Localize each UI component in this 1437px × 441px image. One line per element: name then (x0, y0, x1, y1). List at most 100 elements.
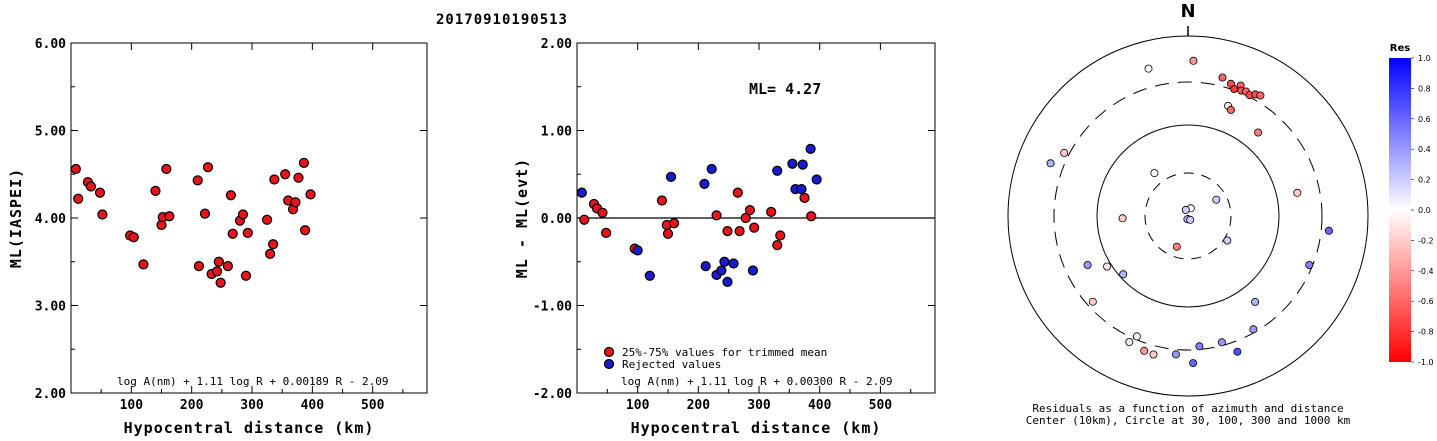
data-point (242, 227, 253, 238)
figure-title: 20170910190513 (436, 12, 568, 28)
data-point (225, 190, 236, 201)
station-residual-point (1186, 215, 1195, 224)
station-residual-point (1324, 226, 1333, 235)
data-point (164, 211, 175, 222)
attenuation-formula: log A(nm) + 1.11 log R + 0.00189 R - 2.0… (117, 375, 389, 388)
colorbar-tick-label: 0.0 (1418, 206, 1431, 215)
y-axis-label: ML - ML(evt) (513, 158, 531, 278)
colorbar-tick-label: -0.4 (1418, 267, 1434, 276)
data-point (97, 209, 108, 220)
data-point (787, 158, 798, 169)
station-residual-point (1132, 332, 1141, 341)
north-label: N (1180, 1, 1195, 22)
colorbar-tick-label: -1.0 (1418, 358, 1434, 367)
data-point (213, 256, 224, 267)
station-residual-point (1249, 325, 1258, 334)
data-point (796, 184, 807, 195)
data-point (811, 174, 822, 185)
x-axis-label: Hypocentral distance (km) (631, 419, 882, 437)
data-point (597, 207, 608, 218)
legend-marker (603, 346, 615, 358)
station-residual-point (1212, 195, 1221, 204)
x-tick-label: 400 (808, 398, 832, 413)
data-point (199, 208, 211, 219)
y-tick-label: 4.00 (35, 212, 66, 227)
data-point (775, 230, 786, 241)
data-point (632, 245, 643, 256)
circle-30km (1144, 172, 1232, 260)
data-point (700, 261, 711, 272)
data-point (662, 228, 674, 239)
data-point (73, 193, 84, 204)
x-tick-label: 500 (361, 398, 385, 413)
data-point (722, 276, 733, 287)
x-axis-label: Hypocentral distance (km) (124, 419, 375, 437)
data-point (85, 181, 97, 192)
x-tick-label: 100 (120, 398, 144, 413)
circle-300km (1053, 81, 1323, 351)
data-point (711, 210, 722, 221)
data-point (94, 187, 106, 198)
data-point (240, 270, 252, 281)
y-tick-label: 0.00 (541, 212, 572, 227)
legend-marker (603, 358, 615, 370)
y-tick-label: 2.00 (541, 37, 572, 52)
x-tick-label: 200 (687, 398, 711, 413)
residual-vs-distance-chart: 100 200 300 400 500 -2.00 -1.00 0.00 1.00 2.00 Hyp… (513, 37, 936, 437)
data-point (805, 143, 816, 154)
data-point (268, 239, 279, 250)
y-tick-label: 3.00 (35, 300, 66, 315)
station-residual-point (1140, 346, 1149, 355)
residual-colorbar: Res 1.0 0.8 0.6 0.4 0.2 0.0 -0.2 -0.4 -0.6 -0.8 -1.… (1389, 43, 1434, 367)
data-point (237, 209, 249, 220)
data-point (716, 265, 727, 276)
data-point (722, 226, 733, 237)
polar-caption-line2: Center (10km), Circle at 30, 100, 300 an… (1026, 414, 1351, 427)
data-point (772, 165, 783, 176)
data-point (806, 211, 817, 222)
data-point (305, 189, 316, 200)
station-residual-point (1088, 297, 1097, 306)
data-point (290, 197, 301, 208)
colorbar-tick-label: -0.6 (1418, 297, 1434, 306)
station-residual-point (1149, 350, 1158, 359)
data-point (70, 163, 81, 175)
data-point (222, 261, 233, 272)
station-residual-point (1181, 205, 1190, 214)
azimuth-distance-polar-plot: N Residuals as a function of azimuth and … (1007, 1, 1369, 427)
data-point (280, 169, 291, 180)
station-residual-point (1189, 56, 1198, 65)
data-point (269, 174, 280, 185)
colorbar-tick-label: 0.8 (1418, 84, 1431, 93)
event-magnitude-label: ML= 4.27 (749, 80, 821, 98)
data-point (740, 212, 751, 224)
data-point (766, 206, 777, 217)
station-residual-point (1150, 169, 1159, 178)
colorbar-tick-label: 0.4 (1418, 145, 1431, 154)
ml-vs-distance-chart: 100 200 300 400 500 2.00 3.00 4.00 5.00 6.00 Hypoc… (7, 37, 428, 437)
polar-caption-line1: Residuals as a function of azimuth and d… (1032, 402, 1343, 415)
station-residual-point (1171, 350, 1180, 359)
station-residual-point (1046, 159, 1055, 168)
colorbar-tick-label: 0.6 (1418, 115, 1431, 124)
x-tick-label: 300 (240, 398, 264, 413)
data-point (665, 171, 677, 182)
station-residual-point (1125, 337, 1134, 346)
data-point (799, 192, 810, 203)
x-tick-label: 100 (626, 398, 650, 413)
plot-frame (70, 42, 428, 394)
data-point (265, 248, 276, 259)
station-residual-point (1217, 338, 1226, 347)
data-point (128, 232, 139, 243)
data-point (262, 214, 273, 225)
x-tick-label: 300 (747, 398, 771, 413)
station-residual-point (1195, 342, 1204, 351)
y-tick-label: 2.00 (35, 387, 66, 402)
data-point (579, 214, 590, 225)
station-residual-point (1233, 347, 1242, 356)
data-point (227, 228, 238, 239)
data-point (656, 195, 668, 206)
data-point (138, 259, 149, 270)
data-point (734, 226, 745, 237)
